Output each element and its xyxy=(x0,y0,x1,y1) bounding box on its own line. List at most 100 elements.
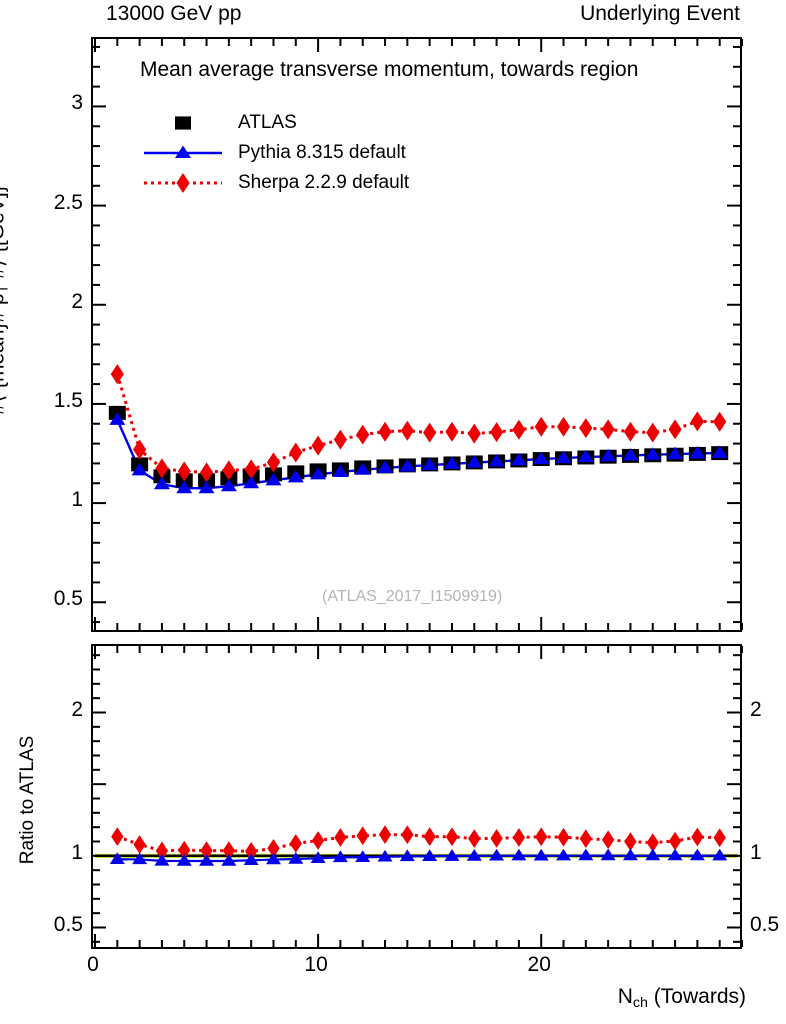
data-marker-triangle xyxy=(354,462,371,475)
data-marker-diamond xyxy=(155,458,169,479)
data-marker-triangle xyxy=(622,848,638,861)
data-marker-diamond xyxy=(266,452,281,473)
legend-marker-diamond-icon xyxy=(140,172,226,194)
data-marker-diamond xyxy=(556,416,571,437)
data-marker-triangle xyxy=(131,462,148,476)
ratio-tick-label-left: 0.5 xyxy=(53,912,83,936)
legend-label: Pythia 8.315 default xyxy=(238,142,406,163)
data-marker-triangle xyxy=(109,852,125,864)
data-marker-diamond xyxy=(244,459,258,480)
data-marker-diamond xyxy=(467,423,481,444)
data-marker-diamond xyxy=(267,839,280,858)
data-marker-triangle xyxy=(711,445,728,458)
data-marker-triangle xyxy=(288,852,304,864)
data-marker-triangle xyxy=(689,848,705,861)
data-marker-triangle xyxy=(153,476,170,490)
data-marker-diamond xyxy=(512,419,526,440)
data-marker-diamond xyxy=(333,429,347,450)
data-marker-triangle xyxy=(332,850,348,863)
data-marker-triangle xyxy=(489,848,505,861)
ratio-tick-label-right: 1 xyxy=(750,840,762,864)
data-marker-triangle xyxy=(443,456,460,469)
data-marker-triangle xyxy=(667,446,684,460)
data-marker-diamond xyxy=(713,828,726,848)
data-marker-diamond xyxy=(601,419,615,440)
data-marker-diamond xyxy=(713,411,727,432)
data-marker-diamond xyxy=(579,418,593,439)
data-marker-triangle xyxy=(310,851,326,863)
data-marker-triangle xyxy=(645,848,661,861)
data-marker-diamond xyxy=(356,424,370,445)
data-marker-diamond xyxy=(177,461,191,482)
data-marker-diamond xyxy=(222,460,236,481)
ratio-tick-label-right: 2 xyxy=(750,697,762,721)
data-marker-diamond xyxy=(624,832,637,852)
data-marker-diamond xyxy=(668,419,682,440)
y-tick-label: 1 xyxy=(71,488,83,512)
data-marker-diamond xyxy=(668,831,682,851)
data-marker-triangle xyxy=(176,480,193,494)
header-right-label: Underlying Event xyxy=(580,2,740,25)
data-marker-diamond xyxy=(691,827,704,847)
data-marker-diamond xyxy=(445,421,459,442)
data-marker-diamond xyxy=(334,828,347,847)
data-marker-diamond xyxy=(222,841,236,861)
data-marker-diamond xyxy=(289,834,302,853)
data-marker-triangle xyxy=(265,472,282,486)
legend-item-atlas[interactable]: ATLAS xyxy=(140,108,409,138)
data-marker-triangle xyxy=(488,454,505,467)
data-marker-diamond xyxy=(200,841,213,861)
data-marker-triangle xyxy=(332,464,349,477)
data-marker-triangle xyxy=(600,448,617,462)
data-marker-diamond xyxy=(155,841,169,861)
data-marker-triangle xyxy=(577,449,594,463)
data-marker-triangle xyxy=(355,850,371,862)
y-tick-label: 0.5 xyxy=(53,587,83,611)
data-marker-triangle xyxy=(667,848,683,861)
data-marker-diamond xyxy=(111,827,124,847)
data-marker-triangle xyxy=(132,852,148,865)
data-marker-diamond xyxy=(490,828,503,848)
data-marker-diamond xyxy=(512,828,526,847)
data-marker-diamond xyxy=(445,827,459,847)
main-plot-canvas xyxy=(93,39,743,630)
data-marker-triangle xyxy=(510,452,527,466)
legend-item-sherpa[interactable]: Sherpa 2.2.9 default xyxy=(140,168,409,198)
legend-item-pythia[interactable]: Pythia 8.315 default xyxy=(140,138,409,168)
data-marker-triangle xyxy=(421,457,438,471)
data-marker-triangle xyxy=(377,460,394,474)
data-marker-triangle xyxy=(533,451,550,465)
x-axis-label: Nch (Towards) xyxy=(617,985,746,1011)
y-tick-label: 3 xyxy=(71,91,83,115)
data-marker-diamond xyxy=(623,421,638,442)
data-marker-diamond xyxy=(311,831,325,850)
data-marker-triangle xyxy=(199,854,215,866)
data-marker-diamond xyxy=(378,825,392,844)
data-marker-diamond xyxy=(178,840,191,860)
data-marker-diamond xyxy=(579,829,592,849)
data-marker-triangle xyxy=(600,848,616,861)
data-marker-triangle xyxy=(175,145,191,159)
data-marker-triangle xyxy=(466,849,482,861)
data-marker-triangle xyxy=(422,849,438,861)
data-marker-diamond xyxy=(199,462,214,483)
data-marker-triangle xyxy=(444,849,460,861)
data-marker-diamond xyxy=(557,827,570,847)
header-left-label: 13000 GeV pp xyxy=(106,2,242,25)
data-marker-diamond xyxy=(245,842,258,861)
legend-marker-square-icon xyxy=(140,112,226,134)
data-marker-triangle xyxy=(109,412,126,425)
x-tick-label: 10 xyxy=(304,953,328,976)
data-marker-diamond xyxy=(690,411,704,432)
ratio-tick-label-left: 2 xyxy=(71,697,83,721)
data-marker-triangle xyxy=(578,848,594,861)
data-marker-triangle xyxy=(221,854,237,866)
y-axis-label: #⟨ {mean}# pT #⟩ {[GeV]} xyxy=(0,185,11,415)
data-marker-diamond xyxy=(423,827,436,847)
x-tick-label: 20 xyxy=(527,953,551,976)
data-marker-triangle xyxy=(287,469,304,483)
data-marker-triangle xyxy=(622,448,639,461)
data-marker-diamond xyxy=(534,416,548,437)
data-marker-diamond xyxy=(110,364,124,385)
